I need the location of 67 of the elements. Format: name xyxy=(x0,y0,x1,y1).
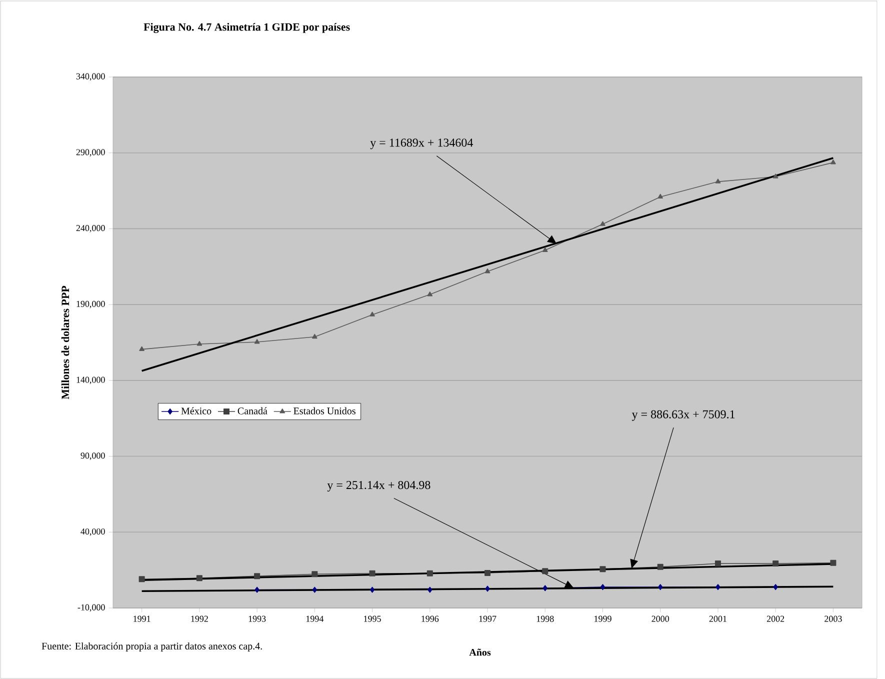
point xyxy=(312,586,318,593)
y-tick-label: 90,000 xyxy=(80,452,105,460)
legend-label: Estados Unidos xyxy=(294,407,356,414)
point xyxy=(254,586,260,593)
x-tick-label: 1992 xyxy=(191,616,208,622)
point xyxy=(714,560,721,567)
x-tick-label: 1991 xyxy=(134,616,150,622)
point xyxy=(428,586,432,593)
point xyxy=(600,584,606,590)
point xyxy=(196,575,202,582)
point xyxy=(370,586,375,593)
point xyxy=(600,566,606,572)
point xyxy=(542,247,548,252)
annotation: y = 886.63x + 7509.1 xyxy=(632,410,735,421)
point xyxy=(658,584,663,590)
point xyxy=(715,178,721,184)
y-tick-label: 290,000 xyxy=(76,149,105,157)
y-tick-label: 240,000 xyxy=(76,225,105,232)
x-tick-label: 1997 xyxy=(479,616,496,622)
point xyxy=(312,334,318,339)
chart-title: Figura No. 4.7 Asimetría 1 GIDE por países xyxy=(144,22,350,34)
y-tick-label: 140,000 xyxy=(76,376,105,384)
y-tick-label: 40,000 xyxy=(80,528,105,536)
point xyxy=(485,586,490,592)
point xyxy=(196,341,202,346)
x-axis-title: Años xyxy=(469,648,491,656)
y-axis-title: Millones de dolares PPP xyxy=(61,286,70,400)
point xyxy=(312,571,318,578)
source-note: Fuente: Elaboración propia a partir datos anexos cap.4. xyxy=(42,642,262,652)
y-tick-label: 340,000 xyxy=(76,73,105,81)
annotation: y = 11689x + 134604 xyxy=(370,138,473,150)
point xyxy=(716,584,720,590)
y-tick-label: 190,000 xyxy=(76,300,105,308)
point xyxy=(484,268,490,274)
point xyxy=(369,570,376,576)
point xyxy=(139,346,144,352)
point xyxy=(773,584,778,590)
x-tick-label: 2003 xyxy=(824,616,842,622)
x-tick-label: 1994 xyxy=(306,616,324,622)
x-tick-label: 2002 xyxy=(766,616,784,622)
point xyxy=(772,560,779,567)
x-tick-label: 2000 xyxy=(652,616,670,622)
point xyxy=(772,174,778,178)
point xyxy=(542,585,548,592)
legend-label: México xyxy=(181,407,212,414)
legend-label: Canadá xyxy=(238,407,268,414)
point xyxy=(600,221,606,226)
y-tick-label: -10,000 xyxy=(78,604,105,612)
point xyxy=(427,292,433,296)
point xyxy=(254,339,260,344)
point xyxy=(830,560,836,566)
x-tick-label: 1995 xyxy=(364,616,381,622)
point xyxy=(657,564,664,570)
x-tick-label: 1993 xyxy=(248,616,266,622)
point xyxy=(830,160,836,164)
point xyxy=(484,570,491,576)
x-tick-label: 2001 xyxy=(709,616,726,622)
x-tick-label: 1996 xyxy=(422,616,439,622)
point xyxy=(658,194,663,199)
x-tick-label: 1999 xyxy=(594,616,612,622)
point xyxy=(370,312,375,316)
x-tick-label: 1998 xyxy=(536,616,554,622)
point xyxy=(138,576,145,582)
annotation: y = 251.14x + 804.98 xyxy=(327,480,430,492)
point xyxy=(542,568,548,574)
point xyxy=(254,573,260,580)
point xyxy=(426,570,433,576)
